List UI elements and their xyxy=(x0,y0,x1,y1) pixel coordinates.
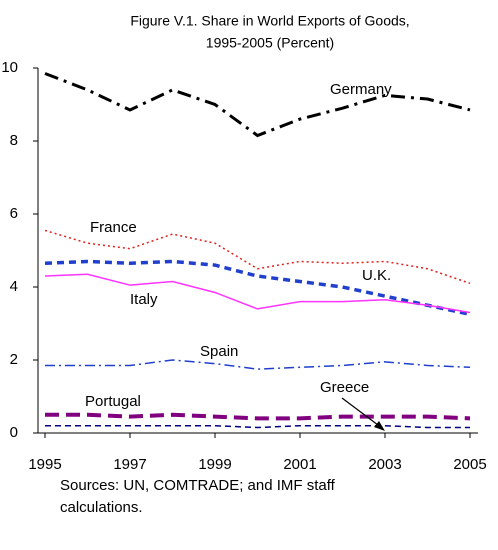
series-label: Italy xyxy=(130,291,158,308)
series-line xyxy=(44,72,471,138)
chart-title: 1995-2005 (Percent) xyxy=(206,35,334,51)
series-label: France xyxy=(90,219,137,236)
y-tick-label: 6 xyxy=(10,205,18,222)
x-tick-label: 2001 xyxy=(283,456,316,473)
x-tick-label: 1999 xyxy=(198,456,231,473)
series-line xyxy=(45,412,471,421)
series-line xyxy=(44,273,471,314)
y-tick-label: 4 xyxy=(10,278,18,295)
series-label: Spain xyxy=(200,343,238,360)
y-tick-label: 2 xyxy=(10,351,18,368)
source-note: Sources: UN, COMTRADE; and IMF staff xyxy=(60,477,336,494)
x-tick-label: 2005 xyxy=(453,456,486,473)
series-label: U.K. xyxy=(362,267,391,284)
x-tick-label: 1995 xyxy=(28,456,61,473)
source-note: calculations. xyxy=(60,499,143,516)
series-label: Greece xyxy=(320,379,369,396)
series-line xyxy=(45,359,471,370)
series-label: Portugal xyxy=(85,393,141,410)
series-line xyxy=(45,424,470,429)
y-tick-label: 10 xyxy=(1,59,18,76)
series-line xyxy=(44,229,471,285)
annotation-arrowhead xyxy=(374,421,385,431)
y-tick-label: 8 xyxy=(10,132,18,149)
y-tick-label: 0 xyxy=(10,424,18,441)
series-label: Germany xyxy=(330,81,392,98)
x-tick-label: 2003 xyxy=(368,456,401,473)
chart-title: Figure V.1. Share in World Exports of Go… xyxy=(130,13,409,29)
annotation-arrow xyxy=(341,397,383,429)
x-tick-label: 1997 xyxy=(113,456,146,473)
